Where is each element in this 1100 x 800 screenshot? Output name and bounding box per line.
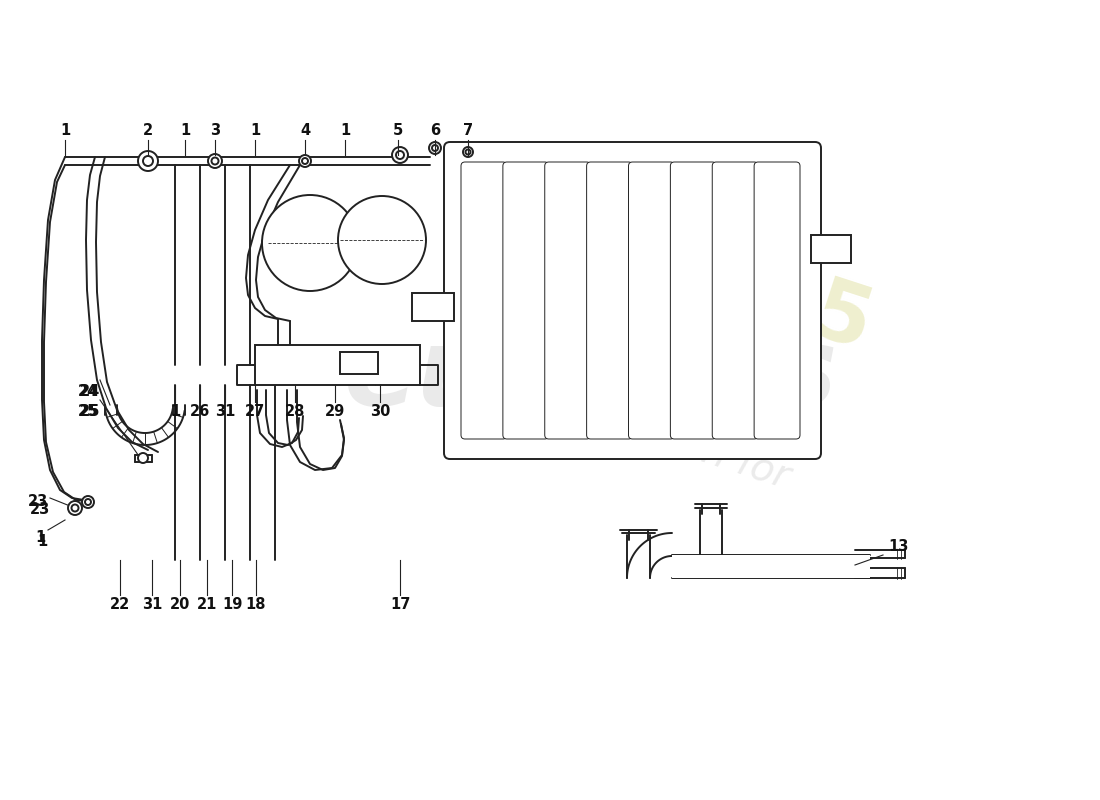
Circle shape — [299, 155, 311, 167]
Circle shape — [432, 145, 438, 151]
FancyBboxPatch shape — [628, 162, 674, 439]
FancyBboxPatch shape — [461, 162, 507, 439]
Bar — [412, 293, 454, 321]
FancyBboxPatch shape — [544, 162, 591, 439]
FancyBboxPatch shape — [586, 162, 632, 439]
Text: 21: 21 — [197, 597, 217, 612]
Text: 23: 23 — [28, 494, 48, 509]
Text: 2: 2 — [143, 123, 153, 138]
Text: 31: 31 — [142, 597, 162, 612]
Text: 19: 19 — [222, 597, 242, 612]
Circle shape — [85, 499, 91, 505]
Circle shape — [211, 158, 219, 165]
Circle shape — [68, 501, 82, 515]
Circle shape — [138, 453, 148, 463]
Text: 24: 24 — [78, 384, 98, 399]
Circle shape — [396, 151, 404, 159]
Circle shape — [338, 196, 426, 284]
Text: 27: 27 — [245, 404, 265, 419]
Text: 24: 24 — [79, 384, 100, 399]
FancyBboxPatch shape — [503, 162, 549, 439]
FancyBboxPatch shape — [713, 162, 758, 439]
Text: europes: europes — [343, 322, 837, 428]
Text: 7: 7 — [463, 123, 473, 138]
Circle shape — [138, 151, 158, 171]
Circle shape — [143, 156, 153, 166]
Text: 17: 17 — [389, 597, 410, 612]
Text: 28: 28 — [285, 404, 305, 419]
Text: 1: 1 — [340, 123, 350, 138]
Text: a passion for: a passion for — [546, 383, 795, 497]
Text: 30: 30 — [370, 404, 390, 419]
Text: 13: 13 — [888, 539, 909, 554]
Text: 22: 22 — [110, 597, 130, 612]
Circle shape — [82, 496, 94, 508]
Text: 1: 1 — [37, 534, 48, 549]
Text: 4: 4 — [300, 123, 310, 138]
Text: 1: 1 — [180, 123, 190, 138]
Text: 1: 1 — [35, 530, 46, 545]
Bar — [340, 352, 378, 374]
Text: 25: 25 — [79, 404, 100, 419]
Polygon shape — [672, 555, 870, 578]
Text: 5: 5 — [393, 123, 403, 138]
FancyBboxPatch shape — [755, 162, 800, 439]
Circle shape — [208, 154, 222, 168]
Text: 6: 6 — [430, 123, 440, 138]
Circle shape — [463, 147, 473, 157]
Text: 18: 18 — [245, 597, 266, 612]
Text: 3: 3 — [210, 123, 220, 138]
Circle shape — [429, 142, 441, 154]
Text: 29: 29 — [324, 404, 345, 419]
Circle shape — [302, 158, 308, 164]
Bar — [255, 345, 420, 385]
FancyBboxPatch shape — [670, 162, 716, 439]
Text: 23: 23 — [30, 502, 50, 517]
Bar — [811, 234, 851, 262]
Text: 25: 25 — [78, 404, 98, 419]
Circle shape — [262, 195, 358, 291]
Text: 20: 20 — [169, 597, 190, 612]
Text: 26: 26 — [190, 404, 210, 419]
Text: 1: 1 — [169, 404, 180, 419]
Circle shape — [392, 147, 408, 163]
Text: 1: 1 — [250, 123, 260, 138]
Circle shape — [465, 150, 471, 154]
Circle shape — [72, 505, 78, 511]
Text: 1: 1 — [59, 123, 70, 138]
FancyBboxPatch shape — [444, 142, 821, 459]
Text: 31: 31 — [214, 404, 235, 419]
Text: 1985: 1985 — [637, 221, 883, 370]
